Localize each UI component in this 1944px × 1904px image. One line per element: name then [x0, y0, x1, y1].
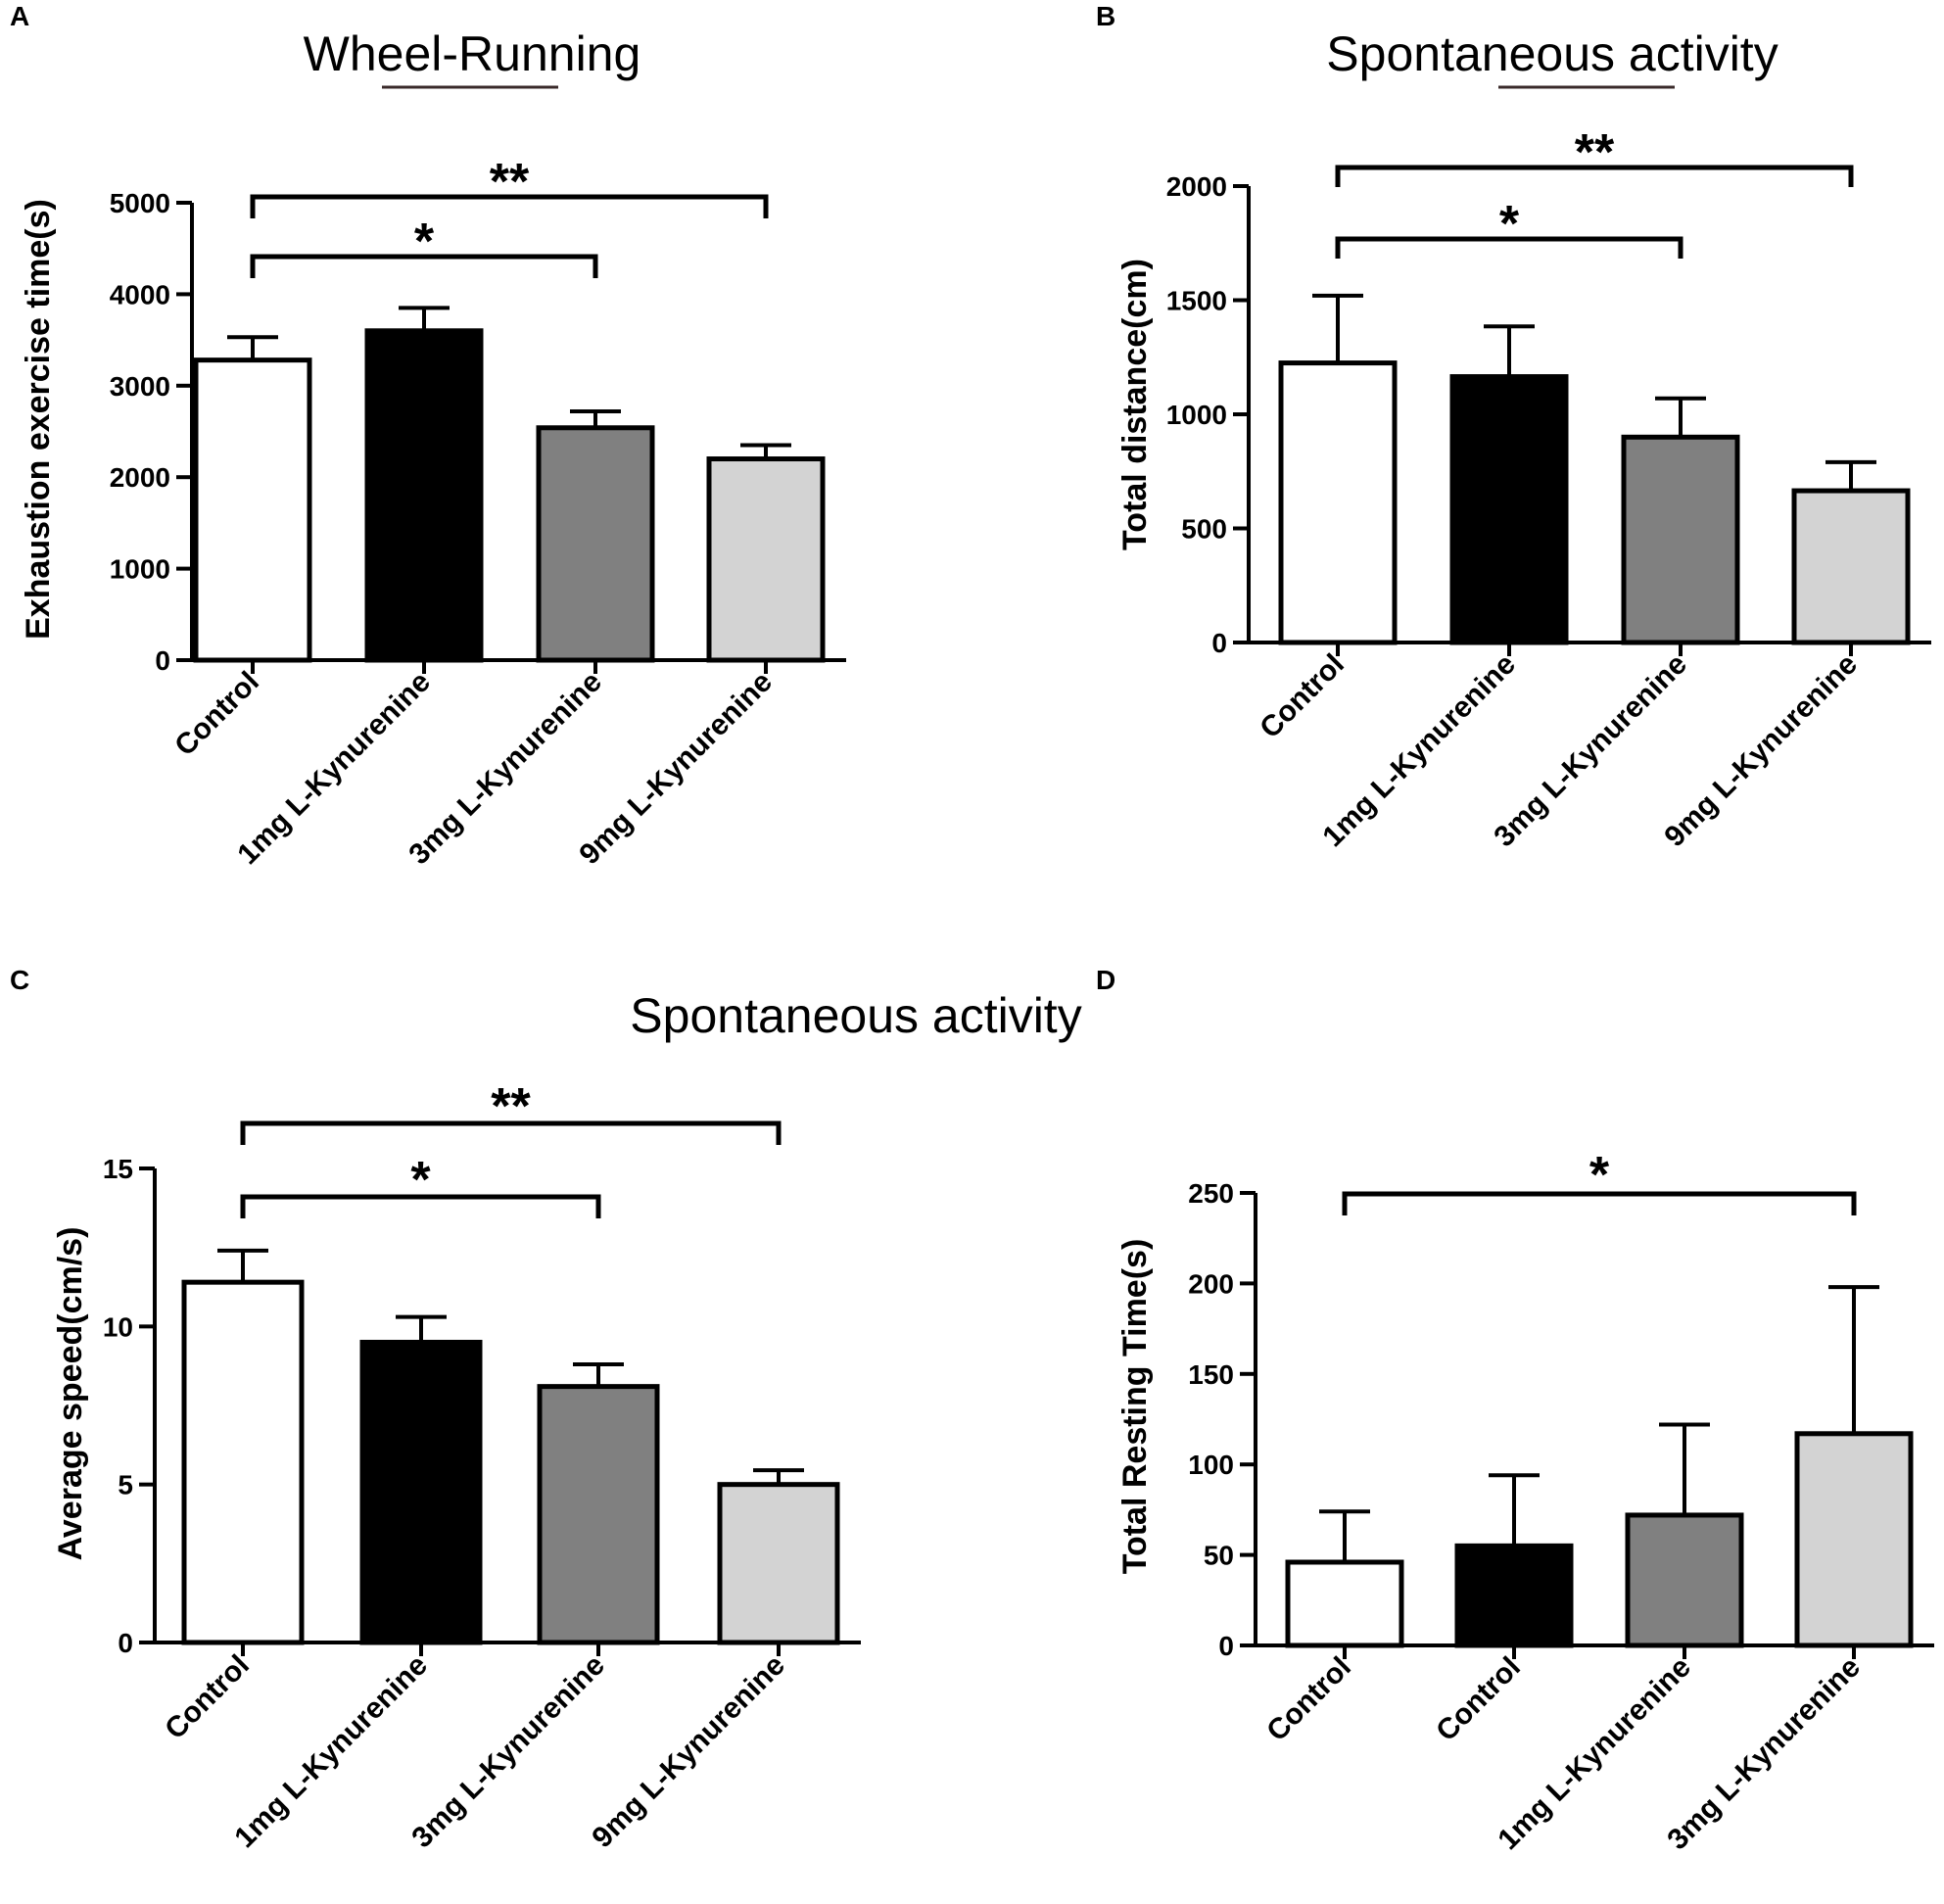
x-category-label: 1mg L-Kynurenine [1492, 1651, 1697, 1857]
significance-bracket [250, 194, 769, 218]
y-tick-label: 1000 [110, 554, 170, 585]
y-axis-label: Exhaustion exercise time(s) [20, 199, 57, 640]
bar [364, 328, 484, 663]
significance-label: ** [491, 1078, 531, 1135]
bar [717, 1482, 840, 1645]
x-category-label: 3mg L-Kynurenine [1488, 648, 1693, 854]
y-tick-label: 5 [118, 1470, 133, 1500]
bar [1625, 1512, 1744, 1648]
x-category-label: 9mg L-Kynurenine [573, 666, 779, 872]
significance-bracket [1335, 165, 1854, 187]
bar [536, 425, 655, 663]
x-category-label: 9mg L-Kynurenine [586, 1649, 791, 1855]
y-tick-label: 500 [1181, 514, 1227, 545]
significance-label: * [410, 1152, 431, 1209]
y-tick-label: 0 [118, 1628, 133, 1658]
chart-title: Spontaneous activity [1326, 26, 1778, 81]
significance-bracket [250, 254, 598, 278]
panel-letter: A [10, 1, 29, 31]
bar [1449, 374, 1569, 645]
x-category-label: 3mg L-Kynurenine [1661, 1651, 1867, 1857]
y-tick-label: 15 [103, 1154, 133, 1184]
bar [1285, 1559, 1404, 1648]
bar [537, 1384, 660, 1645]
y-axis-label: Average speed(cm/s) [52, 1227, 89, 1561]
y-tick-label: 1500 [1166, 286, 1227, 316]
significance-label: ** [1575, 124, 1615, 181]
significance-label: ** [490, 154, 530, 211]
x-category-label: 1mg L-Kynurenine [228, 1649, 434, 1855]
bar [706, 456, 826, 663]
y-tick-label: 150 [1188, 1359, 1234, 1390]
bar [1794, 1431, 1914, 1648]
y-tick-label: 2000 [1166, 171, 1227, 202]
x-category-label: 3mg L-Kynurenine [405, 1649, 611, 1855]
significance-bracket [240, 1194, 601, 1218]
panel-a: A Wheel-Running 0 1000 2000 3000 4000 5000 Exhau… [10, 1, 846, 871]
y-tick-label: 0 [155, 645, 170, 676]
y-tick-label: 50 [1204, 1541, 1234, 1571]
significance-label: * [1589, 1147, 1610, 1204]
x-category-label: Control [1430, 1651, 1527, 1748]
y-axis-label: Total distance(cm) [1116, 259, 1154, 550]
x-category-label: Control [1260, 1651, 1357, 1748]
panel-d: D 0 50 100 150 200 250 Total Resting Time(s) Con… [1096, 965, 1934, 1856]
panel-letter: C [10, 965, 29, 995]
x-category-label: 3mg L-Kynurenine [403, 666, 608, 872]
chart-title: Spontaneous activity [630, 988, 1081, 1043]
y-tick-label: 200 [1188, 1268, 1234, 1299]
x-category-label: Control [168, 666, 265, 763]
panel-letter: B [1096, 1, 1115, 31]
x-category-label: Control [159, 1649, 256, 1746]
y-tick-label: 3000 [110, 371, 170, 402]
bar [193, 357, 312, 663]
panel-b: B Spontaneous activity 0 500 1000 1500 2000 Tot… [1096, 1, 1931, 853]
x-category-label: 9mg L-Kynurenine [1658, 648, 1864, 854]
panel-letter: D [1096, 965, 1115, 995]
bar [181, 1279, 305, 1645]
x-category-label: Control [1254, 648, 1351, 745]
bar [1454, 1543, 1574, 1648]
y-tick-label: 10 [103, 1311, 133, 1342]
y-tick-label: 4000 [110, 279, 170, 309]
y-axis-label: Total Resting Time(s) [1116, 1239, 1154, 1575]
significance-label: * [414, 214, 435, 270]
significance-label: * [1499, 196, 1520, 253]
significance-bracket [1335, 236, 1683, 259]
significance-bracket [240, 1120, 782, 1145]
y-tick-label: 100 [1188, 1450, 1234, 1480]
y-tick-label: 1000 [1166, 400, 1227, 430]
x-category-label: 1mg L-Kynurenine [1316, 648, 1522, 854]
chart-title: Wheel-Running [304, 26, 641, 81]
bar [1791, 488, 1911, 645]
bar [1621, 434, 1740, 645]
y-tick-label: 2000 [110, 462, 170, 493]
panel-c: C Spontaneous activity 0 5 10 15 Average speed… [10, 965, 1082, 1854]
bar [359, 1339, 483, 1645]
y-tick-label: 0 [1211, 628, 1227, 658]
y-tick-label: 250 [1188, 1178, 1234, 1209]
x-category-label: 1mg L-Kynurenine [231, 666, 437, 872]
significance-bracket [1342, 1191, 1857, 1215]
y-tick-label: 0 [1218, 1631, 1234, 1661]
y-tick-label: 5000 [110, 188, 170, 218]
bar [1278, 360, 1398, 645]
